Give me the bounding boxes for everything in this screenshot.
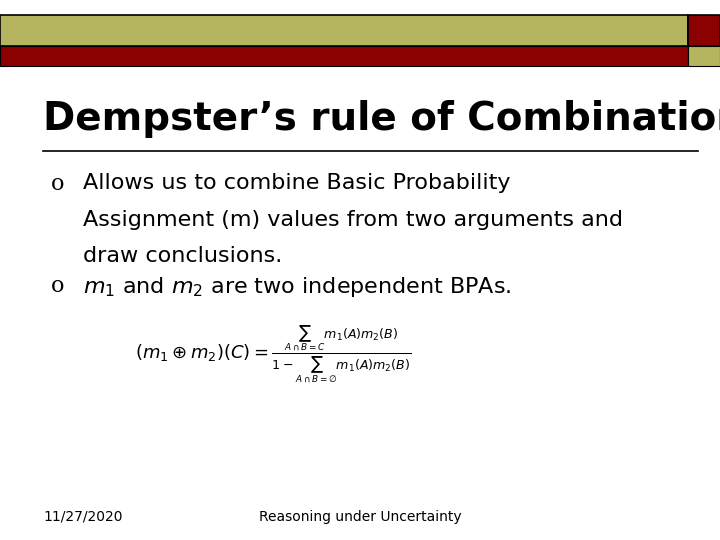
Text: Dempster’s rule of Combination: Dempster’s rule of Combination bbox=[43, 100, 720, 138]
Text: $m_1$ and $m_2$ are two independent BPAs.: $m_1$ and $m_2$ are two independent BPAs… bbox=[83, 275, 511, 299]
Text: o: o bbox=[50, 275, 64, 298]
Text: Assignment (m) values from two arguments and: Assignment (m) values from two arguments… bbox=[83, 210, 623, 230]
Text: Allows us to combine Basic Probability: Allows us to combine Basic Probability bbox=[83, 173, 510, 193]
Text: 11/27/2020: 11/27/2020 bbox=[43, 510, 122, 524]
Text: o: o bbox=[50, 173, 64, 195]
Text: draw conclusions.: draw conclusions. bbox=[83, 246, 282, 266]
Text: $(m_1 \oplus m_2)(C) = \frac{\sum_{A \cap B = C} m_1(A)m_2(B)}{1 - \sum_{A \cap : $(m_1 \oplus m_2)(C) = \frac{\sum_{A \ca… bbox=[135, 324, 412, 385]
Text: Reasoning under Uncertainty: Reasoning under Uncertainty bbox=[258, 510, 462, 524]
